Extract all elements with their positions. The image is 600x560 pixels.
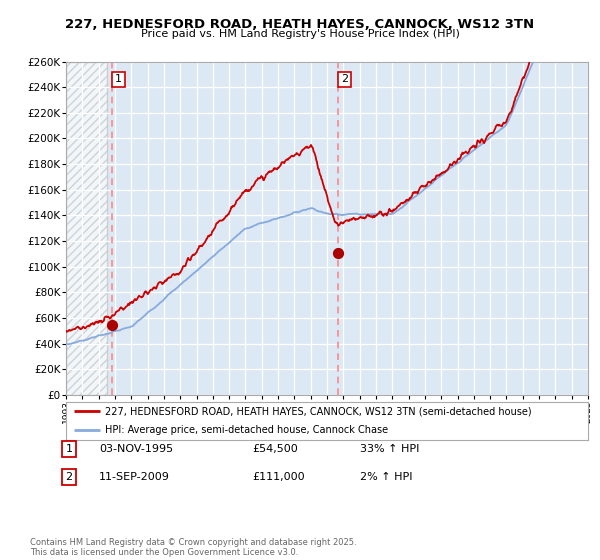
Text: Contains HM Land Registry data © Crown copyright and database right 2025.
This d: Contains HM Land Registry data © Crown c… <box>30 538 356 557</box>
Text: 227, HEDNESFORD ROAD, HEATH HAYES, CANNOCK, WS12 3TN: 227, HEDNESFORD ROAD, HEATH HAYES, CANNO… <box>65 18 535 31</box>
Text: 03-NOV-1995: 03-NOV-1995 <box>99 444 173 454</box>
Text: 1: 1 <box>65 444 73 454</box>
Text: HPI: Average price, semi-detached house, Cannock Chase: HPI: Average price, semi-detached house,… <box>105 425 388 435</box>
Text: £111,000: £111,000 <box>252 472 305 482</box>
Point <box>334 248 343 257</box>
Text: £54,500: £54,500 <box>252 444 298 454</box>
Point <box>107 320 117 329</box>
Text: 33% ↑ HPI: 33% ↑ HPI <box>360 444 419 454</box>
Text: Price paid vs. HM Land Registry's House Price Index (HPI): Price paid vs. HM Land Registry's House … <box>140 29 460 39</box>
Text: 227, HEDNESFORD ROAD, HEATH HAYES, CANNOCK, WS12 3TN (semi-detached house): 227, HEDNESFORD ROAD, HEATH HAYES, CANNO… <box>105 406 532 416</box>
Text: 2: 2 <box>65 472 73 482</box>
Text: 2% ↑ HPI: 2% ↑ HPI <box>360 472 413 482</box>
Text: 2: 2 <box>341 74 348 85</box>
Text: 1: 1 <box>115 74 122 85</box>
Text: 11-SEP-2009: 11-SEP-2009 <box>99 472 170 482</box>
